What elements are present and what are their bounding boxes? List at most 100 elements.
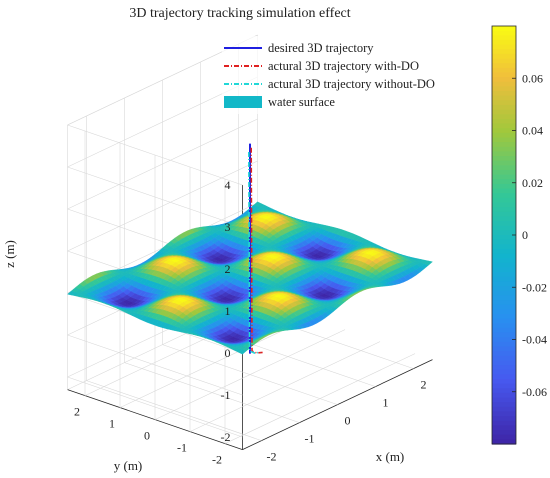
colorbar-strip (492, 295, 516, 301)
colorbar-strip (492, 169, 516, 176)
colorbar-strip (492, 402, 516, 408)
trajectory-without-do (248, 151, 261, 354)
colorbar-strip (492, 272, 516, 278)
z-tick-label: 3 (225, 220, 231, 234)
colorbar-strip (492, 188, 516, 194)
colorbar-strip (492, 49, 516, 55)
colorbar-strip (492, 397, 516, 403)
legend-label: water surface (268, 95, 335, 109)
colorbar-strip (492, 434, 516, 440)
colorbar-tick-label: -0.04 (522, 333, 547, 347)
z-tick-label: -2 (221, 430, 231, 444)
colorbar-tick-label: 0.06 (522, 71, 543, 85)
z-tick-label: 4 (225, 178, 231, 192)
colorbar-strip (492, 151, 516, 157)
colorbar-strip (492, 337, 516, 343)
colorbar-strip (492, 197, 516, 204)
colorbar-strip (492, 253, 516, 259)
colorbar-strip (492, 77, 516, 83)
colorbar-strip (492, 439, 516, 445)
colorbar-strip (492, 216, 516, 222)
legend: desired 3D trajectory actural 3D trajecto… (222, 36, 474, 114)
colorbar-strip (492, 235, 516, 241)
colorbar-strip (492, 230, 516, 236)
colorbar-tick-label: 0 (522, 228, 528, 242)
tick-labels: 4 3 2 1 0 -1 -2 2 1 0 -1 -2 -2 -1 0 1 2 (74, 178, 427, 467)
x-tick-label: -1 (305, 432, 315, 446)
colorbar-strip (492, 355, 516, 361)
colorbar-strip (492, 309, 516, 315)
colorbar-strip (492, 383, 516, 389)
wall-grid-line (67, 166, 243, 228)
colorbar-strip (492, 53, 516, 60)
surface-patch (424, 260, 433, 266)
y-tick-label: 2 (74, 405, 80, 419)
colorbar-strip (492, 323, 516, 329)
colorbar-strip (492, 360, 516, 366)
colorbar-strip (492, 63, 516, 69)
colorbar-strip (492, 369, 516, 375)
colorbar-strip (492, 72, 516, 78)
colorbar-strip (492, 244, 516, 250)
colorbar-strip (492, 160, 516, 166)
z-tick-label: 1 (225, 304, 231, 318)
colorbar-strip (492, 286, 516, 292)
wall-grid-line (67, 376, 243, 438)
x-tick-label: 2 (421, 378, 427, 392)
colorbar-strip (492, 262, 516, 269)
colorbar: 0.06 0.04 0.02 0 -0.02 -0.04 -0.06 (491, 25, 547, 445)
floor-grid-line (119, 317, 311, 408)
legend-swatch-surface (224, 96, 262, 108)
colorbar-strip (492, 406, 516, 413)
wall-grid-line (67, 334, 243, 396)
colorbar-tick-label: -0.06 (522, 385, 547, 399)
colorbar-strip (492, 346, 516, 352)
colorbar-strip (492, 388, 516, 394)
colorbar-strip (492, 258, 516, 264)
colorbar-strip (492, 156, 516, 162)
y-tick-label: -1 (177, 441, 187, 455)
colorbar-strip (492, 290, 516, 296)
colorbar-strip (492, 35, 516, 41)
y-tick-label: 0 (144, 429, 150, 443)
colorbar-strip (492, 276, 516, 283)
trajectories (248, 143, 263, 354)
colorbar-strip (492, 318, 516, 324)
colorbar-strip (492, 365, 516, 371)
colorbar-strip (492, 123, 516, 129)
colorbar-strip (492, 239, 516, 245)
colorbar-strip (492, 304, 516, 310)
colorbar-strip (492, 425, 516, 431)
colorbar-tick-label: -0.02 (522, 280, 547, 294)
colorbar-strip (492, 114, 516, 120)
colorbar-strip (492, 174, 516, 180)
colorbar-strip (492, 142, 516, 148)
colorbar-strip (492, 202, 516, 208)
colorbar-strip (492, 411, 516, 417)
colorbar-strip (492, 132, 516, 139)
colorbar-strip (492, 165, 516, 171)
colorbar-strip (492, 332, 516, 338)
colorbar-strip (492, 351, 516, 357)
colorbar-strip (492, 341, 516, 348)
floor-grid-line (154, 329, 346, 420)
colorbar-tick-label: 0.04 (522, 124, 543, 138)
colorbar-strip (492, 58, 516, 64)
colorbar-strip (492, 267, 516, 273)
trajectory-with-do (250, 147, 263, 354)
colorbar-strip (492, 183, 516, 190)
z-tick-label: 2 (225, 262, 231, 276)
x-axis-label: x (m) (376, 449, 405, 464)
colorbar-strip (492, 327, 516, 334)
colorbar-strip (492, 118, 516, 125)
colorbar-strip (492, 248, 516, 255)
colorbar-strip (492, 225, 516, 231)
y-tick-label: 1 (109, 417, 115, 431)
x-tick-label: -2 (267, 450, 277, 464)
colorbar-strip (492, 95, 516, 101)
z-axis-label: z (m) (2, 240, 17, 268)
colorbar-strip (492, 128, 516, 134)
y-tick-label: -2 (212, 453, 222, 467)
colorbar-strip (492, 26, 516, 32)
